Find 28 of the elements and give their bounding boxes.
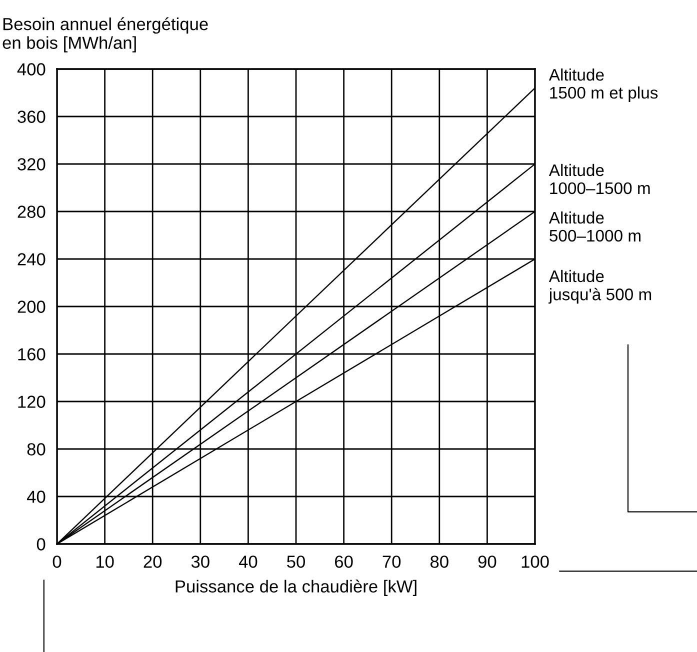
x-tick-label: 0 xyxy=(52,556,62,568)
y-tick-label: 240 xyxy=(18,253,46,266)
x-tick-label: 50 xyxy=(287,556,305,568)
y-tick-label: 120 xyxy=(18,396,46,408)
y-tick-label: 280 xyxy=(18,206,46,218)
y-tick-label: 320 xyxy=(18,158,46,170)
series-label: Altitude 1000–1500 m xyxy=(548,164,650,194)
x-axis-title: Puissance de la chaudière [kW] xyxy=(176,580,416,596)
x-tick-label: 10 xyxy=(96,556,114,568)
x-tick-label: 90 xyxy=(478,556,496,568)
series-label: Altitude 500–1000 m xyxy=(548,211,640,242)
x-tick-label: 40 xyxy=(238,556,258,568)
x-tick-label: 20 xyxy=(144,556,162,568)
y-tick-label: 400 xyxy=(17,63,46,76)
x-tick-label: 30 xyxy=(191,556,210,568)
y-axis-title: Besoin annuel énergétique en bois [MWh/an] xyxy=(2,17,208,52)
y-tick-label: 0 xyxy=(36,538,46,550)
series-label: Altitude 1500 m et plus xyxy=(548,68,658,102)
x-tick-label: 60 xyxy=(335,556,353,568)
y-tick-label: 200 xyxy=(18,300,46,313)
x-tick-label: 70 xyxy=(382,556,401,568)
y-tick-label: 80 xyxy=(27,443,46,456)
y-tick-label: 40 xyxy=(26,490,46,503)
x-tick-label: 80 xyxy=(430,556,448,568)
series-label: Altitude jusqu'à 500 m xyxy=(548,270,652,304)
y-tick-label: 160 xyxy=(18,348,46,360)
y-tick-label: 360 xyxy=(18,110,46,123)
x-tick-label: 100 xyxy=(522,556,549,568)
